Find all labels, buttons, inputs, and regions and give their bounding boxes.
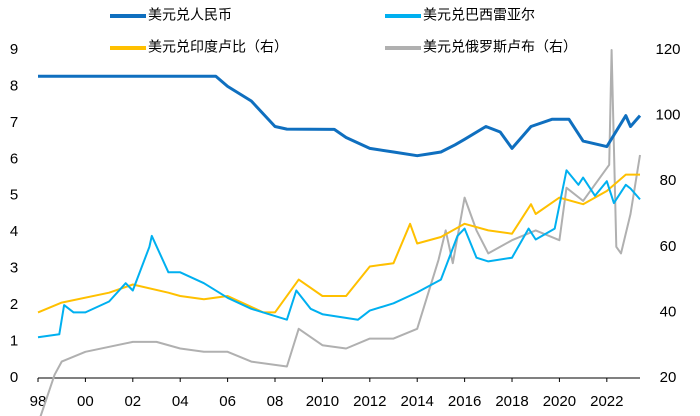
y2-tick-label: 40 bbox=[660, 303, 677, 320]
legend-label: 美元兑巴西雷亚尔 bbox=[423, 7, 535, 23]
x-tick-label: 06 bbox=[219, 393, 236, 410]
series-line bbox=[37, 169, 641, 339]
y2-tick-label: 80 bbox=[660, 172, 677, 189]
y2-tick-label: 60 bbox=[660, 238, 677, 255]
x-tick-label: 2010 bbox=[306, 393, 339, 410]
legend-label: 美元兑俄罗斯卢布（右） bbox=[423, 39, 577, 55]
x-tick-label: 00 bbox=[77, 393, 94, 410]
series-line bbox=[38, 74, 642, 158]
x-tick-label: 04 bbox=[172, 393, 189, 410]
y-tick-label: 1 bbox=[10, 333, 18, 350]
x-tick-label: 02 bbox=[124, 393, 141, 410]
x-tick-label: 98 bbox=[30, 393, 47, 410]
legend-label: 美元兑印度卢比（右） bbox=[148, 39, 288, 55]
y2-tick-label: 120 bbox=[655, 41, 680, 58]
x-tick-label: 2016 bbox=[448, 393, 481, 410]
y-tick-label: 6 bbox=[10, 150, 18, 167]
y2-tick-label: 100 bbox=[655, 107, 680, 124]
y-tick-label: 2 bbox=[10, 296, 18, 313]
x-tick-label: 2012 bbox=[353, 393, 386, 410]
y-tick-label: 5 bbox=[10, 187, 18, 204]
x-tick-label: 2022 bbox=[590, 393, 623, 410]
x-tick-label: 08 bbox=[267, 393, 284, 410]
y-tick-label: 4 bbox=[10, 223, 18, 240]
y-tick-label: 9 bbox=[10, 41, 18, 58]
y-tick-label: 8 bbox=[10, 77, 18, 94]
x-tick-label: 2018 bbox=[495, 393, 528, 410]
x-tick-label: 2020 bbox=[543, 393, 576, 410]
y2-tick-label: 20 bbox=[660, 369, 677, 386]
series-line bbox=[37, 173, 640, 314]
y-tick-label: 3 bbox=[10, 260, 18, 277]
x-tick-label: 2014 bbox=[401, 393, 434, 410]
series-line bbox=[39, 49, 641, 416]
y-tick-label: 7 bbox=[10, 114, 18, 131]
y-tick-label: 0 bbox=[10, 369, 18, 386]
legend-label: 美元兑人民币 bbox=[148, 7, 232, 23]
